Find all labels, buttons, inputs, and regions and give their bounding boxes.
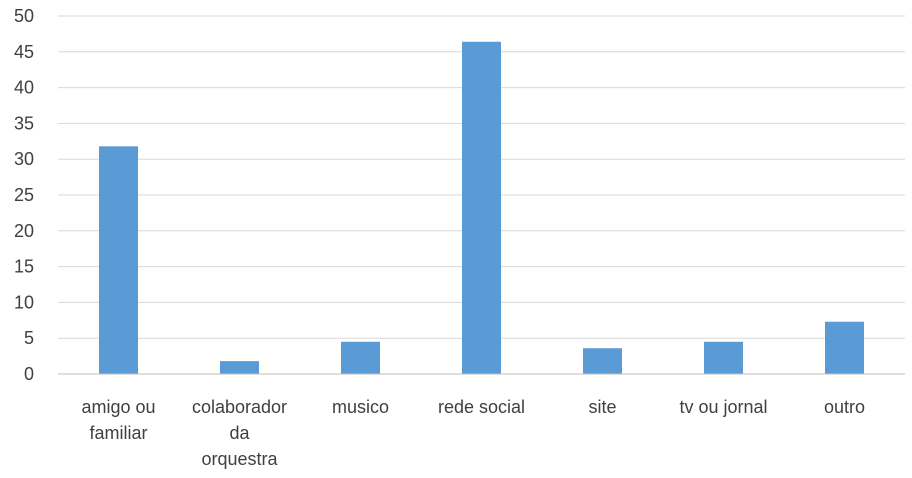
bar <box>583 348 622 374</box>
x-category-label-line: outro <box>824 397 865 417</box>
bar <box>704 341 743 374</box>
y-tick-label: 30 <box>14 149 34 169</box>
y-tick-label: 20 <box>14 221 34 241</box>
x-category-label: amigo ou familiar <box>81 397 155 443</box>
y-axis-ticks: 0 5 10 15 20 25 30 35 40 45 50 <box>14 6 34 384</box>
bar <box>825 321 864 374</box>
y-tick-label: 15 <box>14 257 34 277</box>
x-category-label-line: da <box>229 423 250 443</box>
y-tick-label: 50 <box>14 6 34 26</box>
x-category-label: site <box>588 397 616 417</box>
y-tick-label: 40 <box>14 78 34 98</box>
y-tick-label: 10 <box>14 292 34 312</box>
x-category-label-line: colaborador <box>192 397 287 417</box>
x-category-label-line: site <box>588 397 616 417</box>
x-category-label: rede social <box>438 397 525 417</box>
x-category-label-line: tv ou jornal <box>679 397 767 417</box>
x-category-label: outro <box>824 397 865 417</box>
x-category-label-line: familiar <box>89 423 147 443</box>
x-category-label-line: rede social <box>438 397 525 417</box>
bar <box>99 146 138 374</box>
y-tick-label: 45 <box>14 42 34 62</box>
bar <box>220 361 259 374</box>
x-category-label-line: musico <box>332 397 389 417</box>
bar <box>462 41 501 374</box>
x-category-label: musico <box>332 397 389 417</box>
x-category-label-line: amigo ou <box>81 397 155 417</box>
x-category-label: colaborador da orquestra <box>192 397 287 469</box>
y-tick-label: 0 <box>24 364 34 384</box>
bar <box>341 341 380 374</box>
bars <box>99 41 864 374</box>
y-tick-label: 5 <box>24 328 34 348</box>
x-category-label-line: orquestra <box>201 449 278 469</box>
y-tick-label: 25 <box>14 185 34 205</box>
y-tick-label: 35 <box>14 113 34 133</box>
x-category-label: tv ou jornal <box>679 397 767 417</box>
x-axis-labels: amigo ou familiar colaborador da orquestra mu… <box>81 397 865 469</box>
